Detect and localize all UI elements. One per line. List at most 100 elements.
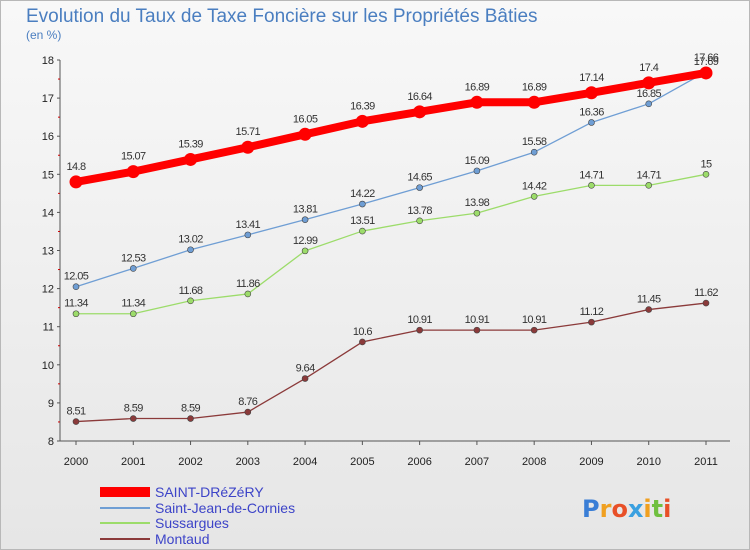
x-tick-label: 2004: [293, 456, 317, 468]
labels-series-3: 8.51 8.59 8.59 8.76 9.64 10.6 10.91 10.91 10.91 1…: [66, 287, 718, 417]
data-point: [72, 310, 80, 318]
legend-label: Montaud: [155, 531, 209, 547]
data-point: [702, 171, 710, 178]
legend-label: Sussargues: [155, 515, 229, 531]
data-label: 17.69: [694, 56, 719, 68]
data-point: [241, 140, 255, 154]
data-label: 12.99: [293, 235, 318, 247]
data-label: 13.41: [236, 219, 261, 231]
y-tick-label: 9: [48, 398, 54, 410]
series-3: [72, 299, 710, 425]
data-point: [244, 231, 252, 239]
data-label: 11.68: [179, 285, 203, 297]
data-point: [359, 200, 366, 208]
data-point: [359, 338, 366, 346]
proxiti-logo: Proxiti: [582, 495, 671, 523]
data-point: [645, 306, 653, 313]
y-tick-label: 15: [42, 169, 54, 181]
data-label: 16.36: [579, 106, 604, 118]
data-point: [642, 76, 656, 90]
data-point: [72, 418, 80, 425]
x-tick-label: 2002: [178, 456, 202, 468]
data-point: [126, 165, 140, 179]
data-point: [645, 100, 653, 108]
series-0: [69, 66, 713, 189]
data-label: 16.89: [465, 81, 490, 93]
data-point: [413, 105, 427, 119]
data-label: 8.59: [181, 403, 200, 415]
data-label: 14.22: [350, 188, 375, 200]
data-point: [359, 227, 366, 235]
data-point: [187, 246, 194, 254]
data-point: [355, 114, 369, 128]
x-tick-label: 2011: [694, 456, 718, 468]
data-label: 8.59: [124, 403, 143, 415]
data-label: 14.71: [579, 169, 604, 181]
data-label: 15: [700, 158, 712, 170]
data-point: [530, 193, 538, 200]
y-tick-label: 16: [42, 131, 54, 143]
data-label: 11.62: [694, 287, 718, 299]
data-point: [584, 86, 598, 100]
data-label: 8.51: [66, 406, 85, 418]
data-point: [702, 299, 710, 307]
data-label: 10.6: [353, 326, 372, 338]
data-label: 10.91: [522, 314, 547, 326]
series-2: [72, 171, 710, 318]
data-point: [301, 375, 309, 382]
data-point: [244, 408, 252, 416]
data-point: [530, 148, 538, 156]
series-line: [75, 69, 707, 186]
data-label: 13.81: [293, 204, 318, 216]
x-ticks: 2000 2001 2002 2003 2004 2005 2006 2007 2008 2009…: [64, 441, 718, 468]
data-point: [699, 66, 713, 80]
y-tick-label: 12: [42, 284, 54, 296]
data-label: 16.39: [350, 100, 375, 112]
data-label: 10.91: [407, 314, 432, 326]
series-1: [72, 68, 710, 290]
data-point: [470, 95, 484, 109]
data-label: 12.05: [64, 271, 89, 283]
series-line: [76, 173, 707, 315]
data-point: [588, 119, 595, 126]
x-tick-label: 2007: [465, 456, 489, 468]
data-label: 15.58: [522, 136, 547, 148]
data-point: [301, 216, 309, 223]
data-label: 16.85: [636, 88, 661, 100]
legend-label: SAINT-DRéZéRY: [155, 484, 264, 500]
data-label: 15.09: [465, 155, 490, 167]
data-point: [645, 182, 653, 189]
data-point: [473, 167, 481, 175]
y-tick-label: 10: [42, 360, 54, 372]
y-tick-label: 14: [42, 207, 54, 219]
data-label: 15.39: [178, 138, 203, 150]
y-tick-label: 17: [42, 93, 54, 105]
data-label: 13.78: [407, 205, 432, 217]
data-point: [72, 283, 80, 290]
data-label: 11.86: [236, 278, 260, 290]
x-tick-label: 2005: [350, 456, 374, 468]
x-tick-label: 2006: [407, 456, 431, 468]
labels-series-1: 12.05 12.53 13.02 13.41 13.81 14.22 14.65 15.09…: [64, 56, 720, 283]
data-label: 16.89: [522, 81, 547, 93]
data-label: 13.98: [465, 197, 490, 209]
data-label: 14.42: [522, 180, 547, 192]
data-label: 13.02: [178, 234, 203, 246]
y-tick-label: 11: [43, 322, 54, 334]
data-label: 17.66: [694, 52, 719, 64]
data-point: [473, 209, 481, 217]
data-label: 8.76: [238, 396, 257, 408]
chart-subtitle: (en %): [26, 28, 61, 42]
data-point: [129, 415, 137, 422]
data-point: [588, 318, 595, 326]
x-tick-label: 2001: [121, 456, 145, 468]
data-point: [416, 217, 423, 225]
legend-label: Saint-Jean-de-Cornies: [155, 500, 295, 516]
data-label: 13.51: [350, 215, 375, 227]
data-point: [187, 297, 194, 305]
x-tick-label: 2000: [64, 456, 88, 468]
data-point: [187, 415, 194, 422]
